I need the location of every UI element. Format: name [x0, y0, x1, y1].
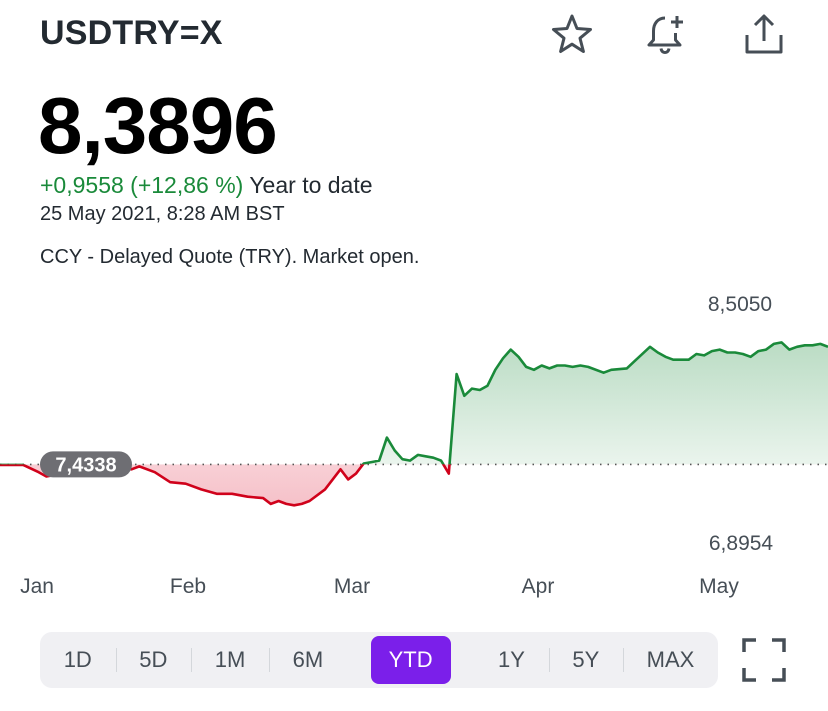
chart-area-up	[90, 342, 828, 465]
range-tab-label: 5Y	[572, 647, 600, 672]
range-tab-5d[interactable]: 5D	[115, 640, 192, 680]
x-axis-label-apr: Apr	[522, 575, 555, 598]
x-axis-label-mar: Mar	[334, 575, 370, 598]
x-axis-label-jan: Jan	[20, 575, 54, 598]
range-tab-1y[interactable]: 1Y	[474, 640, 548, 680]
price-line-down	[0, 464, 451, 507]
range-tab-label: 1Y	[498, 647, 525, 672]
bell-plus-icon	[647, 16, 683, 55]
price-alert-button[interactable]	[642, 10, 690, 58]
share-icon	[745, 14, 783, 54]
chart-area-down	[0, 464, 828, 506]
x-axis-label-feb: Feb	[170, 575, 206, 598]
range-tab-1m[interactable]: 1M	[191, 640, 269, 680]
x-axis-label-may: May	[699, 575, 739, 598]
range-tab-label: 5D	[139, 647, 168, 672]
fullscreen-icon	[742, 638, 786, 682]
baseline-pill	[40, 451, 132, 478]
share-button[interactable]	[740, 10, 788, 58]
range-tab-label: YTD	[370, 636, 451, 684]
quote-source-note: CCY - Delayed Quote (TRY). Market open.	[40, 246, 420, 268]
fullscreen-button[interactable]	[740, 636, 788, 684]
time-range-selector: 1D 5D 1M 6M YTD 1Y 5Y MAX	[40, 632, 718, 688]
range-tab-label: 1D	[63, 647, 92, 672]
chart-low-label: 6,8954	[709, 532, 774, 555]
range-tab-1d[interactable]: 1D	[40, 640, 116, 680]
change-value: +0,9558 (+12,86 %)	[40, 172, 244, 198]
ticker-title: USDTRY=X	[40, 14, 223, 52]
price-chart[interactable]: 8,5050 6,8954 7,4338 Jan Feb Mar Apr May	[0, 285, 828, 605]
price-change: +0,9558 (+12,86 %) Year to date	[40, 172, 373, 199]
range-tab-5y[interactable]: 5Y	[548, 640, 623, 680]
watchlist-star-button[interactable]	[548, 10, 596, 58]
range-tab-label: MAX	[646, 647, 695, 672]
range-tab-ytd[interactable]: YTD	[347, 636, 474, 684]
baseline-label: 7,4338	[55, 454, 116, 476]
range-tab-6m[interactable]: 6M	[268, 640, 347, 680]
range-tab-label: 6M	[292, 647, 324, 672]
star-icon	[552, 14, 592, 53]
range-tab-label: 1M	[214, 647, 246, 672]
range-tab-max[interactable]: MAX	[622, 640, 718, 680]
price-line-up	[0, 341, 828, 465]
chart-high-label: 8,5050	[708, 293, 772, 316]
change-period: Year to date	[249, 172, 373, 198]
quote-timestamp: 25 May 2021, 8:28 AM BST	[40, 203, 285, 225]
current-price: 8,3896	[38, 81, 278, 170]
